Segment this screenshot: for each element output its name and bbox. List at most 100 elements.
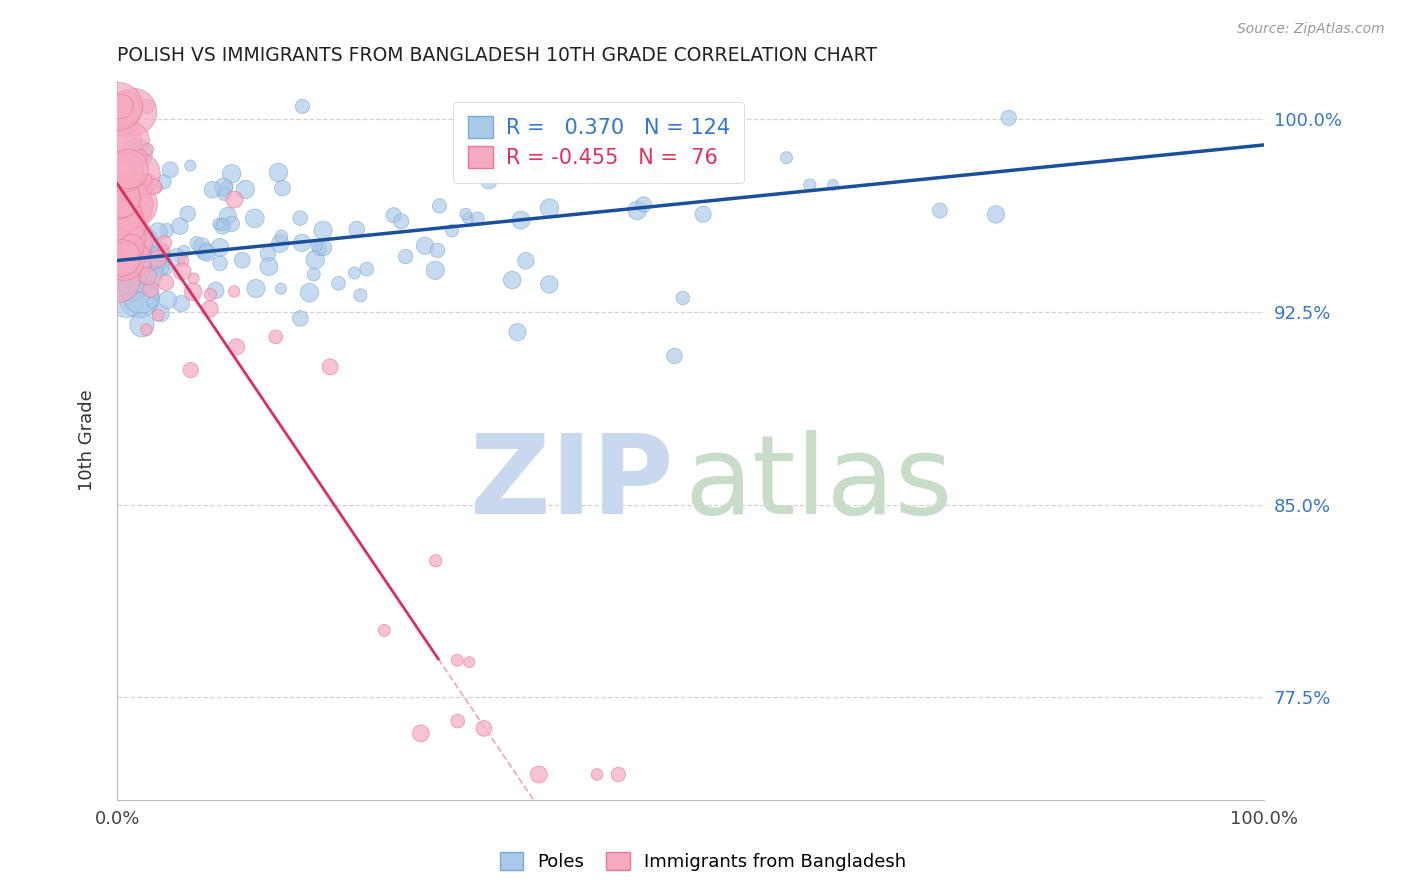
Point [343,266,366,280]
Point [538,277,561,292]
Point [626,203,648,218]
Point [129,150,152,164]
Point [125,241,148,255]
Point [156,293,179,307]
Point [191,239,214,253]
Point [458,655,481,669]
Point [110,191,132,205]
Point [131,235,153,250]
Point [305,239,328,253]
Point [121,232,143,246]
Point [107,220,129,235]
Point [110,187,132,202]
Point [201,183,224,197]
Point [633,197,655,211]
Point [799,178,821,192]
Point [290,311,312,326]
Point [506,325,529,339]
Point [115,208,138,222]
Point [501,273,523,287]
Point [181,285,204,299]
Point [124,231,146,245]
Point [429,199,451,213]
Point [257,260,280,274]
Point [312,223,335,237]
Point [204,284,226,298]
Point [270,282,292,296]
Point [245,281,267,295]
Point [457,211,479,226]
Point [115,218,138,232]
Point [692,207,714,221]
Point [107,189,129,203]
Point [105,203,128,218]
Point [291,99,314,113]
Point [177,207,200,221]
Point [107,247,129,261]
Point [145,180,167,194]
Point [172,264,194,278]
Point [291,235,314,250]
Point [179,159,201,173]
Point [510,213,533,227]
Point [146,225,169,239]
Point [107,169,129,183]
Point [166,251,188,265]
Point [231,253,253,268]
Point [107,190,129,204]
Point [107,184,129,198]
Point [111,172,134,186]
Point [111,165,134,179]
Point [264,330,287,344]
Point [257,247,280,261]
Point [153,235,176,250]
Point [108,234,131,248]
Point [124,198,146,212]
Point [447,714,470,728]
Text: ZIP: ZIP [470,430,673,537]
Text: Source: ZipAtlas.com: Source: ZipAtlas.com [1237,22,1385,37]
Point [120,237,142,252]
Point [467,211,489,226]
Point [107,174,129,188]
Point [110,218,132,232]
Point [127,254,149,268]
Point [212,180,235,194]
Point [149,306,172,320]
Point [139,282,162,296]
Point [128,167,150,181]
Point [156,223,179,237]
Point [108,260,131,275]
Point [440,224,463,238]
Point [180,363,202,377]
Text: atlas: atlas [685,430,953,537]
Point [198,301,221,316]
Point [224,193,246,207]
Point [217,209,239,223]
Legend: Poles, Immigrants from Bangladesh: Poles, Immigrants from Bangladesh [492,846,914,879]
Point [426,244,449,258]
Point [349,288,371,302]
Point [148,246,170,260]
Point [149,260,172,274]
Point [312,241,335,255]
Point [139,249,162,263]
Point [112,253,135,268]
Point [107,176,129,190]
Point [115,292,138,306]
Point [454,207,477,221]
Point [146,252,169,266]
Point [108,211,131,226]
Point [124,183,146,197]
Point [699,160,721,174]
Point [672,291,695,305]
Point [221,167,243,181]
Point [136,142,159,156]
Y-axis label: 10th Grade: 10th Grade [79,390,96,491]
Point [538,201,561,215]
Point [146,308,169,322]
Point [298,285,321,300]
Point [328,277,350,291]
Point [413,238,436,252]
Text: POLISH VS IMMIGRANTS FROM BANGLADESH 10TH GRADE CORRELATION CHART: POLISH VS IMMIGRANTS FROM BANGLADESH 10T… [117,46,877,65]
